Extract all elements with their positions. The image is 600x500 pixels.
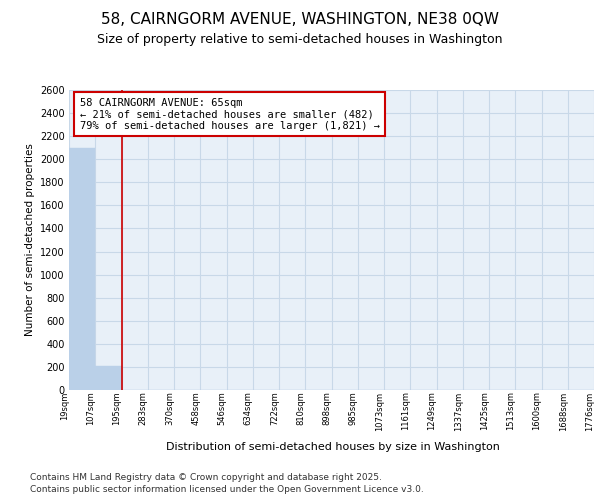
Bar xyxy=(69,148,95,390)
Text: Contains HM Land Registry data © Crown copyright and database right 2025.: Contains HM Land Registry data © Crown c… xyxy=(30,472,382,482)
Text: Contains public sector information licensed under the Open Government Licence v3: Contains public sector information licen… xyxy=(30,485,424,494)
Text: 58 CAIRNGORM AVENUE: 65sqm
← 21% of semi-detached houses are smaller (482)
79% o: 58 CAIRNGORM AVENUE: 65sqm ← 21% of semi… xyxy=(79,98,380,130)
Bar xyxy=(95,366,121,390)
Text: 58, CAIRNGORM AVENUE, WASHINGTON, NE38 0QW: 58, CAIRNGORM AVENUE, WASHINGTON, NE38 0… xyxy=(101,12,499,28)
Y-axis label: Number of semi-detached properties: Number of semi-detached properties xyxy=(25,144,35,336)
Text: Size of property relative to semi-detached houses in Washington: Size of property relative to semi-detach… xyxy=(97,32,503,46)
Text: Distribution of semi-detached houses by size in Washington: Distribution of semi-detached houses by … xyxy=(166,442,500,452)
